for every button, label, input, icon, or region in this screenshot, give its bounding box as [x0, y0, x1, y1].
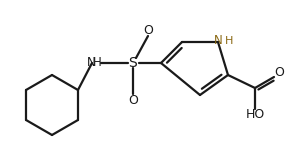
Text: N: N	[87, 57, 95, 70]
Text: O: O	[143, 23, 153, 37]
Text: O: O	[128, 93, 138, 106]
Text: H: H	[225, 36, 233, 46]
Text: N: N	[214, 34, 222, 48]
Text: S: S	[129, 56, 137, 70]
Text: O: O	[274, 65, 284, 79]
Text: H: H	[93, 57, 101, 70]
Text: HO: HO	[245, 109, 265, 122]
